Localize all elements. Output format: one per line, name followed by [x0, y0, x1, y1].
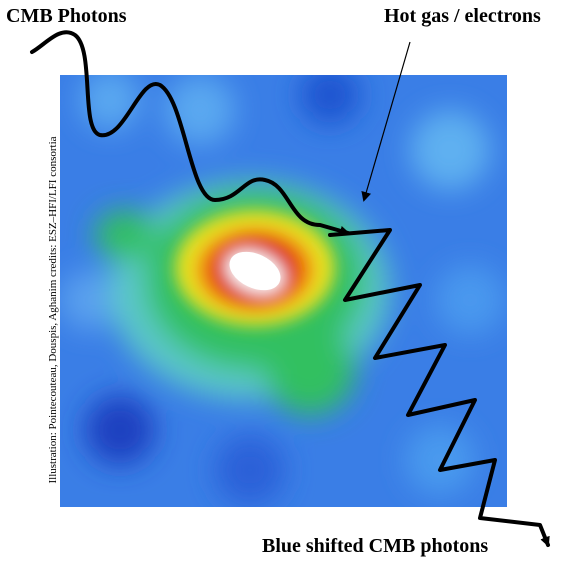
label: Blue shifted CMB photons [262, 535, 488, 557]
outgoing-photon [328, 228, 550, 547]
sky-map [60, 75, 507, 507]
label: Hot gas / electrons [384, 5, 541, 27]
incoming-photon [30, 30, 350, 236]
pointer-arrow [361, 41, 411, 202]
credit: Illustration: Pointecouteau, Douspis, Ag… [47, 136, 59, 483]
cluster-core [229, 251, 281, 291]
label: CMB Photons [6, 5, 127, 27]
